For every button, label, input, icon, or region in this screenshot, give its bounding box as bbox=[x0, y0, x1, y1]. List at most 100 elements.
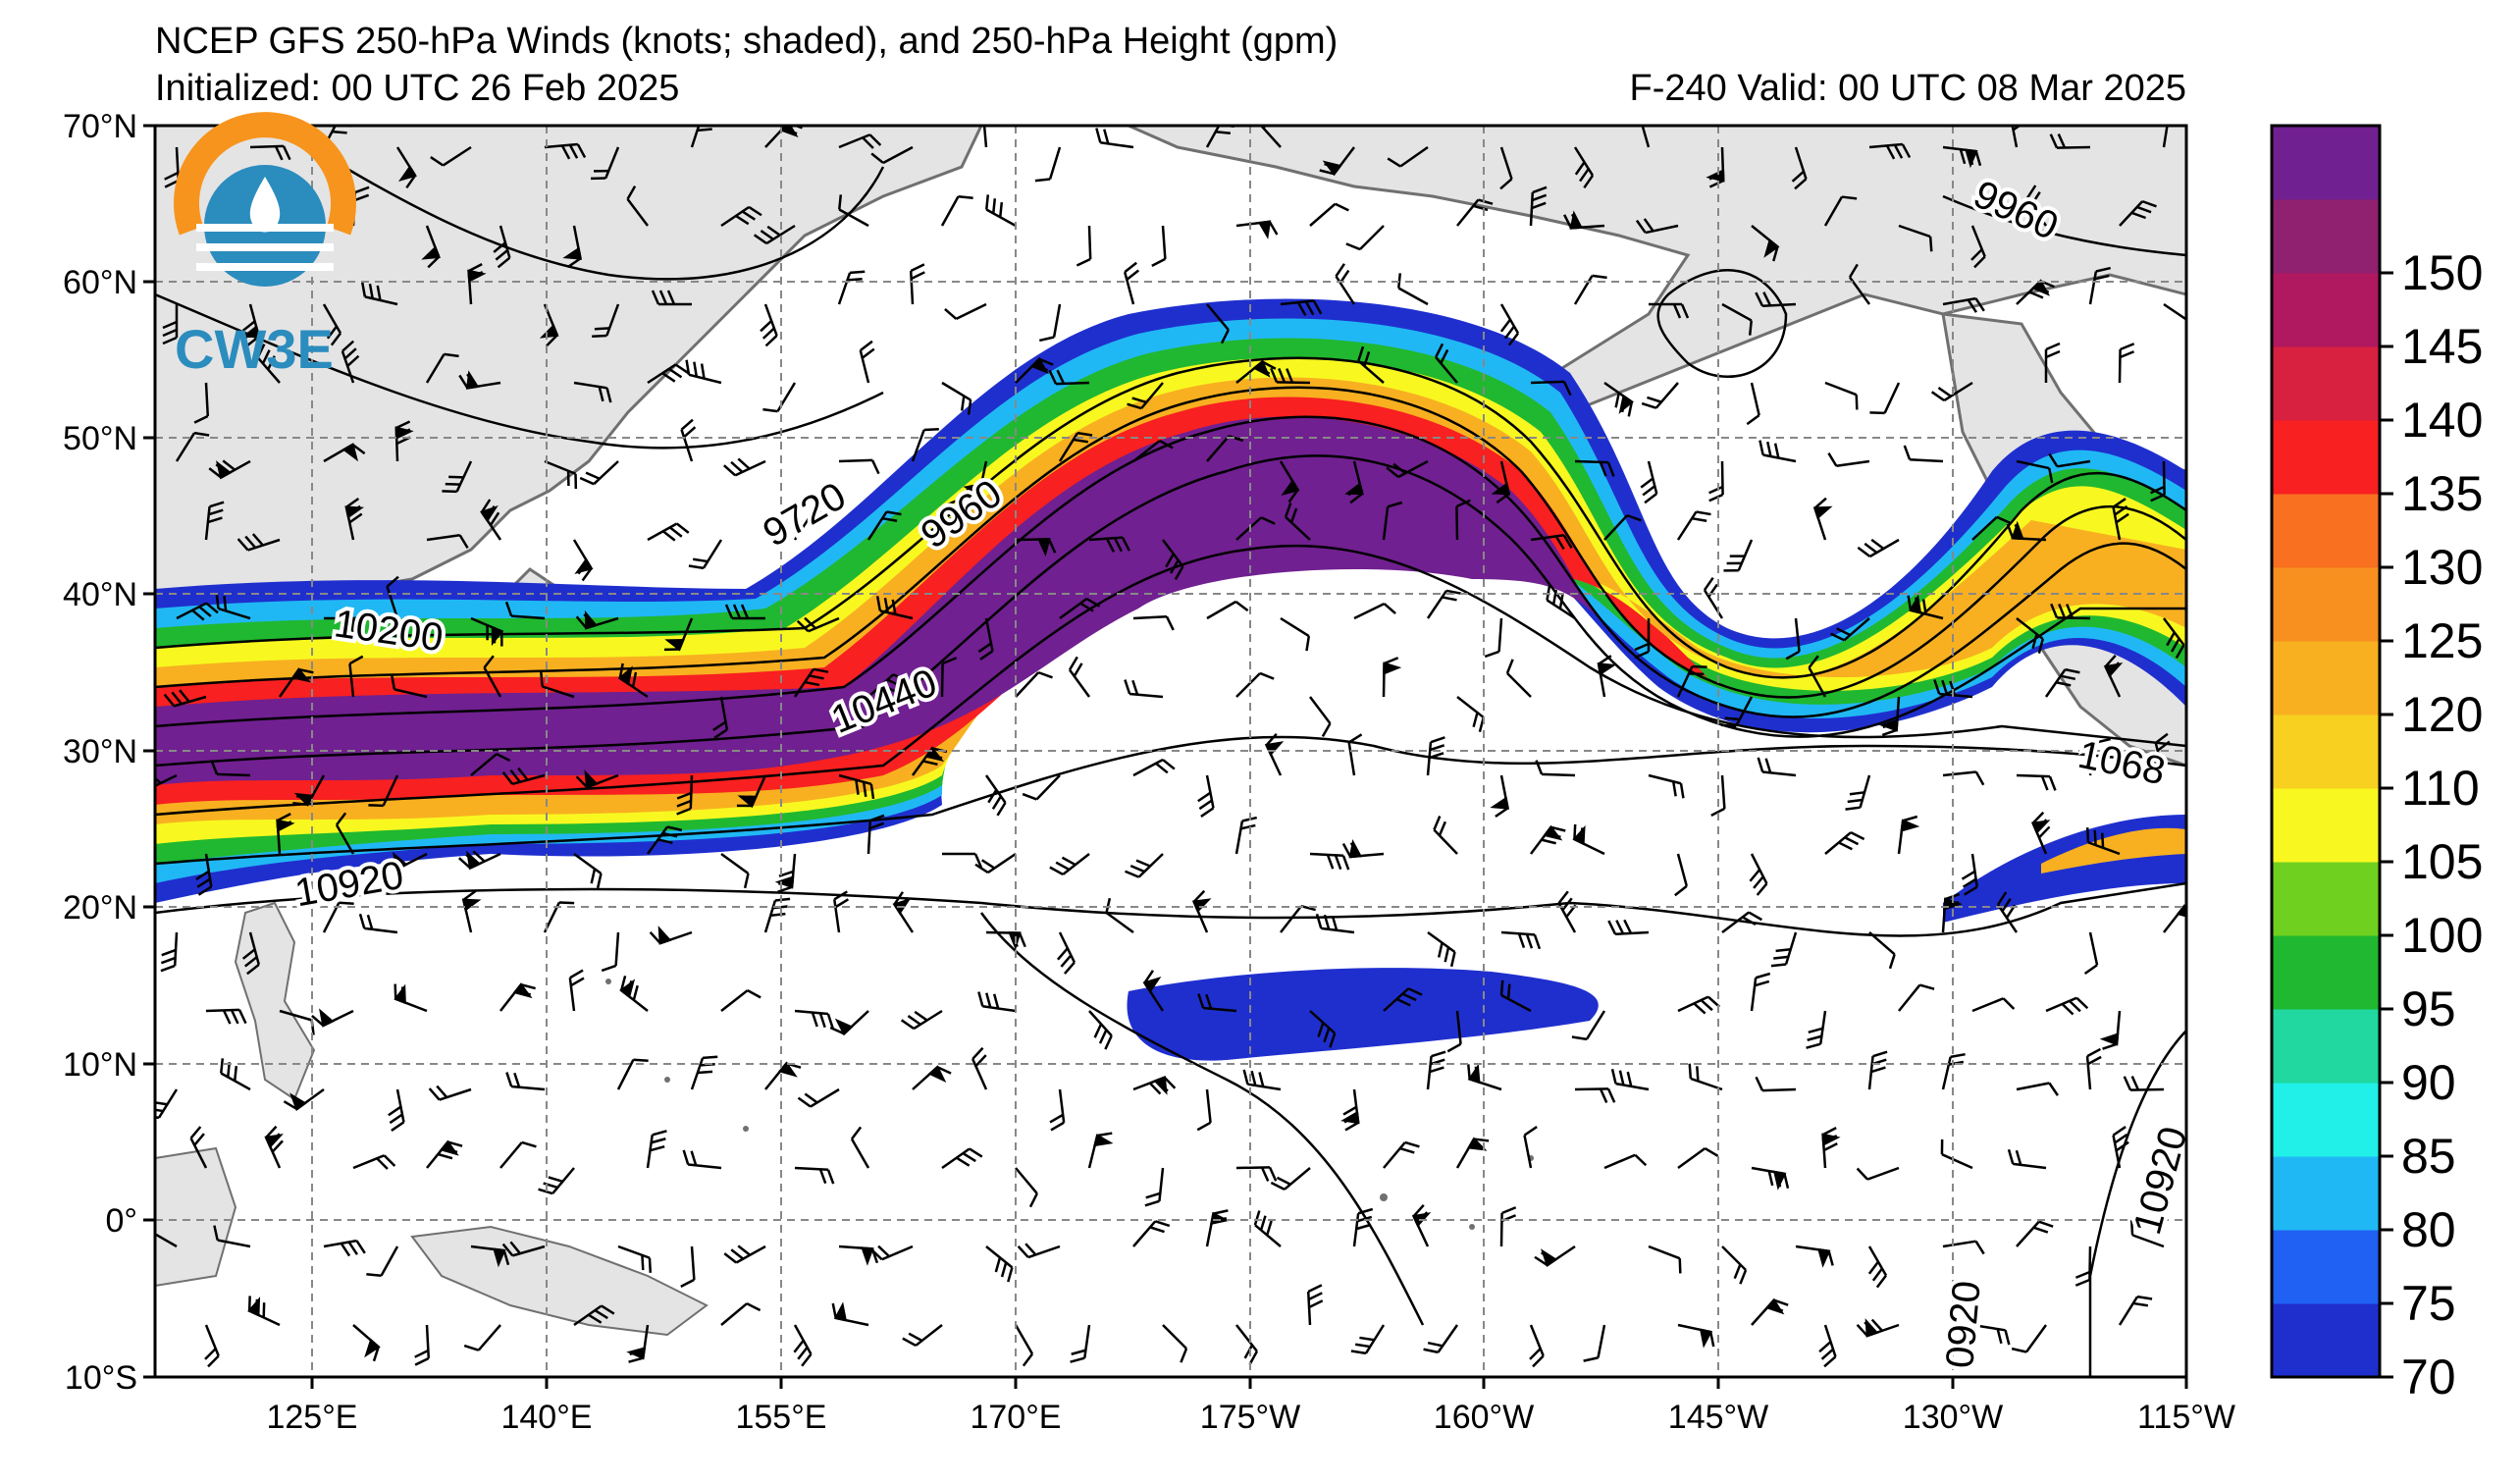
wind-barb-icon bbox=[1284, 503, 1311, 541]
wind-barb-icon bbox=[1898, 224, 1933, 252]
colorbar-label: 120 bbox=[2401, 687, 2483, 742]
wind-barb-icon bbox=[977, 617, 994, 661]
wind-barb-icon bbox=[985, 930, 1026, 951]
contour-label: 0920 bbox=[1938, 1279, 1989, 1369]
wind-barb-icon bbox=[647, 522, 690, 542]
wind-barb-icon bbox=[1535, 760, 1576, 777]
wind-barb-icon bbox=[1529, 1324, 1545, 1368]
wind-barb-icon bbox=[283, 1087, 325, 1111]
wind-barb-icon bbox=[1603, 1153, 1648, 1170]
wind-barb-icon bbox=[426, 534, 469, 549]
wind-barb-icon bbox=[1499, 146, 1513, 190]
wind-barb-icon bbox=[1196, 1088, 1212, 1132]
wind-barb-icon bbox=[974, 852, 1017, 874]
colorbar-label: 85 bbox=[2401, 1129, 2456, 1184]
wind-barb-icon bbox=[794, 1166, 835, 1185]
wind-barb-icon bbox=[1162, 1324, 1188, 1363]
wind-barb-icon bbox=[2118, 1295, 2153, 1326]
wind-barb-icon bbox=[1573, 274, 1607, 305]
wind-barb-icon bbox=[1607, 919, 1650, 936]
wind-barb-icon bbox=[499, 982, 536, 1012]
wind-barb-icon bbox=[984, 774, 1007, 817]
wind-barb-icon bbox=[1706, 146, 1725, 188]
wind-barb-icon bbox=[1634, 618, 1651, 660]
wind-barb-icon bbox=[1235, 1324, 1259, 1365]
colorbar-label: 95 bbox=[2401, 981, 2456, 1036]
wind-barb-icon bbox=[568, 969, 585, 1012]
wind-barb-icon bbox=[1649, 302, 1690, 319]
wind-barb-icon bbox=[1484, 617, 1503, 659]
wind-barb-icon bbox=[292, 774, 326, 807]
wind-barb-icon bbox=[1898, 983, 1935, 1012]
wind-barb-icon bbox=[1088, 536, 1130, 553]
wind-barb-icon bbox=[1857, 538, 1900, 558]
wind-barb-icon bbox=[395, 146, 417, 189]
wind-barb-icon bbox=[651, 290, 692, 306]
wind-barb-icon bbox=[2085, 827, 2121, 856]
wind-barb-icon bbox=[195, 853, 213, 896]
wind-barb-icon bbox=[390, 674, 428, 699]
wind-barb-icon bbox=[240, 303, 261, 347]
wind-barb-icon bbox=[1721, 302, 1753, 336]
wind-barb-icon bbox=[646, 825, 683, 855]
colorbar-swatch bbox=[2272, 935, 2380, 1010]
wind-barb-icon bbox=[688, 539, 723, 570]
wind-barb-icon bbox=[2044, 667, 2080, 698]
wind-barb-icon bbox=[176, 602, 219, 621]
wind-barb-icon bbox=[866, 814, 885, 855]
wind-barb-icon bbox=[1563, 210, 1605, 230]
wind-barb-icon bbox=[1059, 597, 1101, 620]
wind-barb-icon bbox=[1242, 1069, 1282, 1091]
wind-barb-icon bbox=[940, 657, 958, 698]
wind-barb-icon bbox=[1423, 1324, 1459, 1354]
colorbar bbox=[2270, 124, 2382, 1379]
wind-barb-icon bbox=[1897, 815, 1920, 855]
wind-barb-icon bbox=[1132, 758, 1176, 777]
wind-barb-icon bbox=[1688, 1063, 1723, 1091]
wind-barb-icon bbox=[360, 282, 398, 306]
wind-barb-icon bbox=[1455, 1137, 1490, 1169]
wind-barb-icon bbox=[1824, 831, 1865, 855]
wind-barb-icon bbox=[1499, 303, 1520, 346]
wind-barb-icon bbox=[796, 616, 840, 633]
wind-barb-icon bbox=[1034, 146, 1062, 183]
wind-barb-icon bbox=[414, 1324, 431, 1366]
wind-barb-icon bbox=[793, 667, 829, 698]
colorbar-swatch bbox=[2272, 715, 2380, 789]
wind-barb-icon bbox=[867, 673, 908, 698]
wind-barb-icon bbox=[463, 1324, 501, 1351]
wind-barb-icon bbox=[2119, 199, 2157, 227]
wind-barb-icon bbox=[1723, 539, 1754, 572]
wind-barb-icon bbox=[720, 988, 761, 1012]
wind-barb-icon bbox=[2050, 603, 2091, 620]
lon-label: 130°W bbox=[1903, 1399, 2003, 1436]
wind-barb-icon bbox=[724, 604, 765, 620]
wind-barb-icon bbox=[1676, 510, 1711, 541]
logo-text: CW3E bbox=[175, 318, 334, 380]
wind-barb-icon bbox=[386, 575, 399, 619]
wind-barb-icon bbox=[1971, 997, 2016, 1013]
wind-barb-icon bbox=[388, 1088, 405, 1132]
wind-barb-icon bbox=[501, 767, 546, 786]
lat-label: 40°N bbox=[63, 576, 137, 613]
wind-barb-icon bbox=[720, 205, 762, 228]
wind-barb-icon bbox=[680, 1245, 696, 1288]
wind-barb-icon bbox=[323, 1239, 366, 1257]
wind-barb-icon bbox=[911, 746, 948, 776]
wind-barb-icon bbox=[1638, 126, 1651, 148]
wind-barb-icon bbox=[579, 460, 619, 486]
lat-label: 10°S bbox=[65, 1359, 137, 1397]
wind-barb-icon bbox=[1907, 594, 1944, 620]
wind-barb-icon bbox=[1529, 185, 1548, 227]
wind-barb-icon bbox=[1015, 1167, 1038, 1208]
wind-barb-icon bbox=[1845, 774, 1871, 811]
wind-barb-icon bbox=[1309, 852, 1350, 871]
wind-barb-icon bbox=[1191, 889, 1212, 933]
wind-barb-icon bbox=[1856, 1318, 1900, 1338]
wind-barb-icon bbox=[1879, 696, 1901, 737]
wind-barb-icon bbox=[1015, 538, 1057, 557]
colorbar-swatch bbox=[2272, 641, 2380, 715]
lon-label: 170°E bbox=[970, 1399, 1061, 1436]
wind-barb-icon bbox=[1830, 617, 1870, 642]
